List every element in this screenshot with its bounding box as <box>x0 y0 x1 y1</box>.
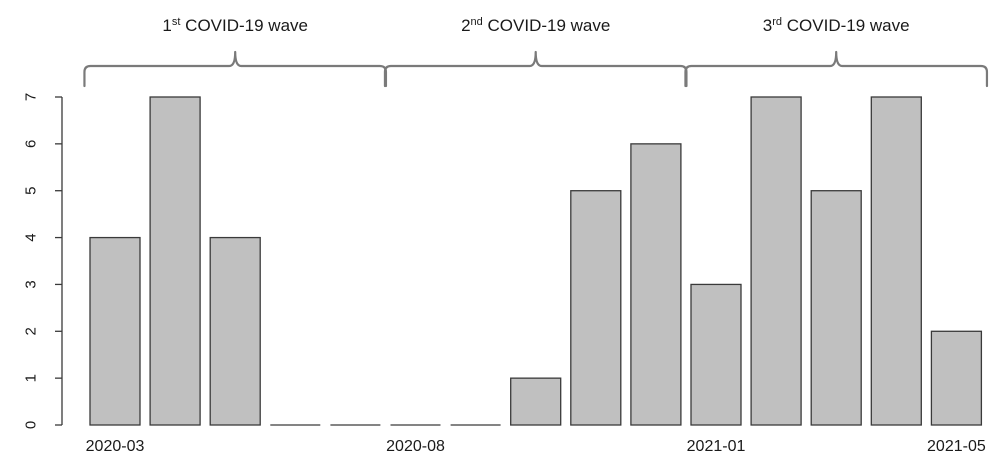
x-axis: 2020-03 2020-08 2021-01 2021-05 <box>86 438 986 455</box>
bar-2020-04 <box>149 96 201 426</box>
bar-2020-12 <box>630 143 682 426</box>
bars <box>89 96 983 426</box>
y-tick-label-2: 2 <box>22 327 39 335</box>
bar-2021-04 <box>870 96 922 426</box>
bar-2020-10 <box>510 377 562 426</box>
wave-brace-1 <box>83 50 388 88</box>
wave-label-1: 1st COVID-19 wave <box>162 16 308 35</box>
y-tick-label-5: 5 <box>22 187 39 195</box>
y-tick-label-1: 1 <box>22 374 39 382</box>
bar-2020-11 <box>570 190 622 426</box>
y-tick-label-0: 0 <box>22 421 39 429</box>
x-tick-label-2021-05: 2021-05 <box>927 438 986 455</box>
bar-2020-05 <box>209 236 261 426</box>
wave-brace-3 <box>684 50 989 88</box>
bar-2021-05 <box>930 330 983 426</box>
x-tick-label-2021-01: 2021-01 <box>687 438 746 455</box>
wave-brace-2 <box>383 50 688 88</box>
wave-label-2: 2nd COVID-19 wave <box>461 16 610 35</box>
wave-annotations: 1st COVID-19 wave 2nd COVID-19 wave 3rd CO… <box>83 16 989 88</box>
bar-2021-01 <box>690 283 742 426</box>
wave-label-3: 3rd COVID-19 wave <box>763 16 910 35</box>
x-tick-label-2020-03: 2020-03 <box>86 438 145 455</box>
y-axis: 0 1 2 3 4 5 6 7 <box>22 93 63 429</box>
bar-2020-03 <box>89 236 141 426</box>
bar-2021-03 <box>810 190 862 426</box>
x-tick-label-2020-08: 2020-08 <box>386 438 445 455</box>
y-tick-label-3: 3 <box>22 280 39 288</box>
y-tick-label-6: 6 <box>22 140 39 148</box>
y-tick-label-7: 7 <box>22 93 39 101</box>
y-tick-label-4: 4 <box>22 233 39 241</box>
bar-2021-02 <box>750 96 802 426</box>
